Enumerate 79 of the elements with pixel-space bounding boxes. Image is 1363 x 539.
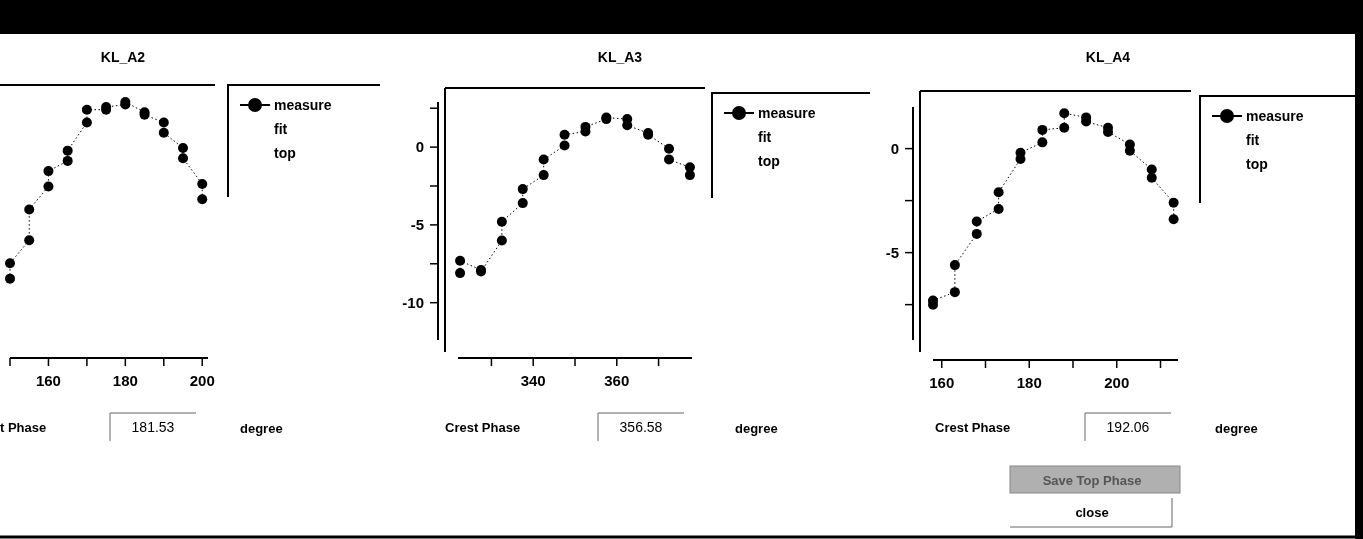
x-tick-label: 340 <box>520 372 546 389</box>
text: top <box>1246 155 1268 172</box>
x-tick-label: 200 <box>1104 374 1130 391</box>
point <box>1037 137 1048 148</box>
point <box>993 203 1004 214</box>
legend-label: measure <box>758 104 816 121</box>
x-tick-label: 160 <box>929 374 955 391</box>
text: fit <box>274 120 288 137</box>
text: top <box>274 144 296 161</box>
text: degree <box>240 420 283 436</box>
y-tick-label: -5 <box>885 243 899 261</box>
text: fit <box>758 128 772 145</box>
point <box>538 170 549 181</box>
point <box>559 129 570 140</box>
text: Crest Phase <box>935 419 1011 435</box>
point <box>1146 164 1157 175</box>
point <box>455 255 466 266</box>
point <box>43 181 54 192</box>
point <box>538 154 549 165</box>
text: top <box>758 152 780 169</box>
point <box>1059 108 1070 119</box>
y-tick-label: 0 <box>890 139 899 157</box>
point <box>5 273 15 284</box>
point <box>496 235 507 246</box>
button: Save Top Phase <box>1009 465 1181 494</box>
chart-title: KL_A3 <box>597 49 643 65</box>
point <box>158 117 169 128</box>
point <box>5 258 15 269</box>
text: t Phase <box>0 419 47 435</box>
point <box>664 154 675 165</box>
point <box>1059 122 1070 133</box>
point <box>158 127 169 138</box>
point <box>517 198 528 209</box>
point <box>43 166 54 177</box>
y-tick-label: -5 <box>410 216 424 234</box>
chart-title: KL_A2 <box>100 49 146 65</box>
point <box>62 155 73 166</box>
text: 181.53 <box>131 418 175 435</box>
point <box>664 143 675 154</box>
point <box>1168 214 1179 225</box>
button: close <box>1009 497 1180 528</box>
text: 192.06 <box>1106 418 1150 435</box>
x-tick-label: 160 <box>35 372 61 389</box>
x-tick-label: 180 <box>112 372 138 389</box>
text: degree <box>735 420 778 436</box>
legend-label: measure <box>1246 107 1304 124</box>
point <box>455 268 466 279</box>
point <box>62 145 73 156</box>
point <box>496 216 507 227</box>
point <box>971 216 982 227</box>
x-tick-label: 360 <box>604 372 630 389</box>
point <box>517 184 528 195</box>
point <box>993 187 1004 198</box>
point <box>81 104 92 115</box>
point <box>559 140 570 151</box>
y-tick-label: 0 <box>415 138 424 156</box>
point <box>1146 172 1157 183</box>
text: fit <box>1246 131 1260 148</box>
point <box>197 194 208 205</box>
point <box>81 117 92 128</box>
point <box>949 260 960 271</box>
text: Crest Phase <box>445 419 521 435</box>
text: 356.58 <box>619 418 663 435</box>
x-tick-label: 180 <box>1016 374 1042 391</box>
point <box>197 178 208 189</box>
point <box>24 204 35 215</box>
x-tick-label: 200 <box>189 372 215 389</box>
chart-title: KL_A4 <box>1085 49 1131 65</box>
point <box>971 228 982 239</box>
point <box>178 143 189 154</box>
text: degree <box>1215 420 1258 436</box>
point <box>1168 197 1179 208</box>
point <box>178 153 189 164</box>
point <box>24 235 35 246</box>
point <box>949 287 960 298</box>
y-tick-label: -10 <box>402 293 424 311</box>
legend-label: measure <box>274 96 332 113</box>
point <box>684 170 695 181</box>
point <box>1037 124 1048 135</box>
